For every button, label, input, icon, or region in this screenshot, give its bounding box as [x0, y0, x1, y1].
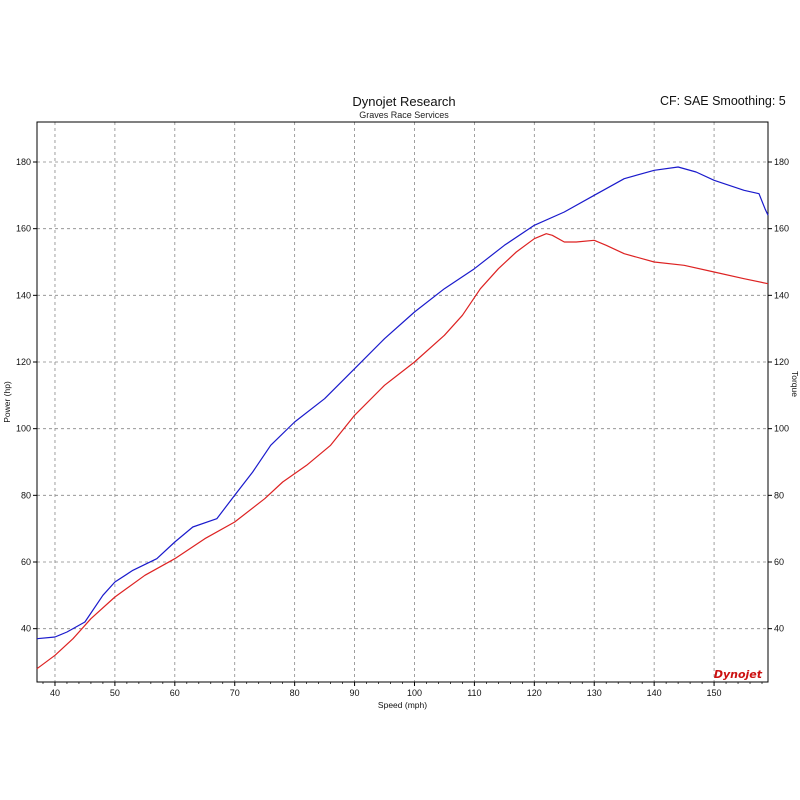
correction-factor-text: CF: SAE Smoothing: 5 — [660, 94, 786, 108]
x-tick-label: 110 — [467, 688, 481, 698]
x-tick-label: 80 — [290, 688, 300, 698]
series-layer — [36, 166, 769, 670]
x-tick-label: 90 — [350, 688, 360, 698]
series-line-2 — [36, 233, 769, 670]
y-tick-label-right: 80 — [774, 490, 784, 500]
x-tick-label: 150 — [707, 688, 722, 698]
x-tick-label: 100 — [407, 688, 422, 698]
logo-text: Dynojet — [714, 668, 763, 681]
y-tick-label-right: 140 — [774, 290, 789, 300]
y-tick-label-left: 140 — [16, 290, 31, 300]
x-axis-label: Speed (mph) — [378, 700, 427, 710]
y-tick-label-left: 40 — [21, 624, 31, 634]
y-tick-label-left: 180 — [16, 157, 31, 167]
chart-subtitle: Graves Race Services — [359, 110, 449, 120]
y-tick-label-left: 60 — [21, 557, 31, 567]
dynojet-logo: Dynojet — [714, 668, 763, 681]
x-tick-label: 130 — [587, 688, 602, 698]
axis-ticks: 40 50 60 70 80 90 100 110 120 130 140 150 40 40 60 60 80… — [16, 157, 789, 698]
series-line-1 — [36, 166, 769, 640]
grid-lines — [37, 122, 768, 682]
y-tick-label-right: 120 — [774, 357, 789, 367]
x-tick-label: 120 — [527, 688, 542, 698]
y-tick-label-right: 40 — [774, 624, 784, 634]
y-axis-label-right: Torque — [790, 371, 800, 397]
y-tick-label-left: 80 — [21, 490, 31, 500]
y-tick-label-right: 60 — [774, 557, 784, 567]
x-tick-label: 70 — [230, 688, 240, 698]
x-tick-label: 60 — [170, 688, 180, 698]
y-tick-label-left: 120 — [16, 357, 31, 367]
y-tick-label-right: 180 — [774, 157, 789, 167]
chart-title: Dynojet Research — [352, 94, 456, 109]
y-axis-label: Power (hp) — [2, 381, 12, 423]
x-tick-label: 40 — [50, 688, 60, 698]
y-tick-label-right: 160 — [774, 224, 789, 234]
y-tick-label-left: 160 — [16, 224, 31, 234]
y-tick-label-right: 100 — [774, 424, 789, 434]
x-tick-label: 140 — [647, 688, 662, 698]
plot-frame — [36, 121, 769, 683]
x-tick-label: 50 — [110, 688, 120, 698]
y-tick-label-left: 100 — [16, 424, 31, 434]
